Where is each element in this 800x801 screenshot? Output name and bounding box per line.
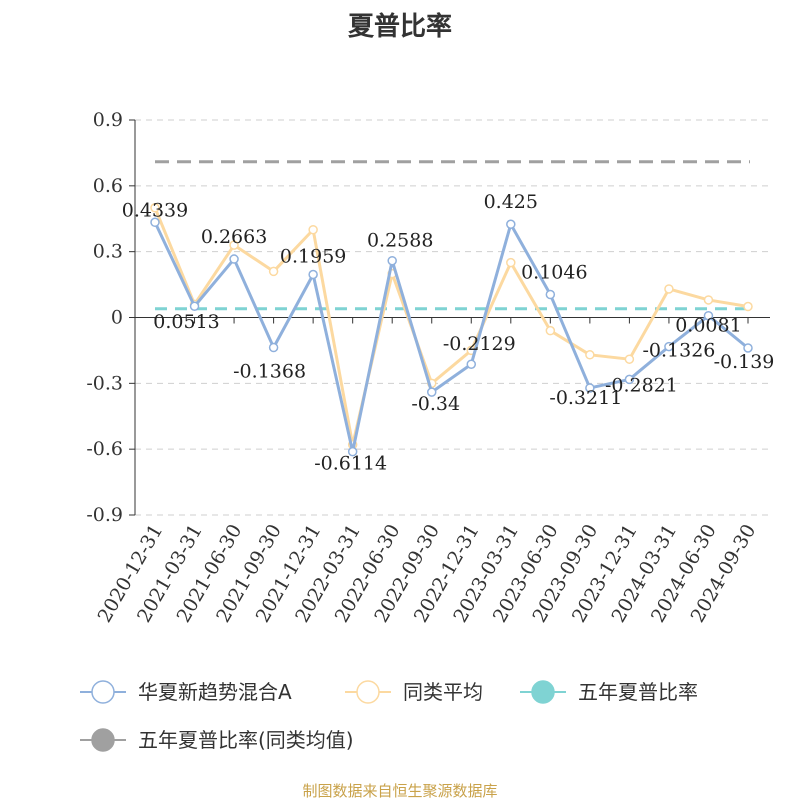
data-label: 0.425	[484, 191, 538, 213]
series-line	[153, 221, 749, 454]
legend-marker-icon	[356, 680, 380, 704]
legend-item[interactable]: 华夏新趋势混合A	[80, 680, 292, 704]
data-point	[229, 254, 239, 264]
data-point	[506, 219, 516, 229]
data-labels: 0.4339 0.0513 0.2663 -0.1368 0.1959 -0.6114 0.…	[122, 191, 775, 474]
data-label: -0.2129	[443, 333, 516, 355]
data-point	[703, 295, 714, 305]
y-tick-label: -0.6	[86, 438, 123, 460]
y-tick-label: -0.3	[86, 372, 123, 394]
data-point	[268, 342, 279, 353]
data-point	[664, 341, 674, 352]
data-point	[545, 325, 556, 336]
reference-lines	[155, 160, 750, 311]
data-point	[743, 343, 753, 353]
data-label: -0.1326	[642, 340, 715, 362]
legend-label: 同类平均	[403, 680, 483, 704]
legend-label: 华夏新趋势混合A	[138, 680, 292, 704]
y-tick-label: 0	[111, 307, 123, 329]
data-label: 0.0513	[153, 311, 219, 333]
data-point	[664, 284, 674, 294]
y-tick-label: -0.9	[86, 504, 123, 526]
data-point	[585, 383, 595, 393]
grid-lines	[135, 119, 770, 516]
data-point	[624, 354, 635, 364]
data-label: -0.1368	[233, 361, 306, 383]
legend-item[interactable]: 五年夏普比率(同类均值)	[80, 728, 354, 752]
y-tick-label: 0.3	[93, 241, 123, 263]
legend-item[interactable]: 五年夏普比率	[520, 680, 698, 704]
data-point	[743, 301, 753, 312]
data-label: 0.2588	[367, 230, 433, 252]
chart-title: 夏普比率	[347, 12, 452, 42]
data-point	[150, 203, 160, 213]
data-point	[387, 255, 397, 266]
data-point	[585, 350, 595, 360]
legend-item[interactable]: 同类平均	[345, 680, 483, 704]
source-note: 制图数据来自恒生聚源数据库	[302, 782, 498, 800]
data-label: -0.139	[714, 351, 775, 373]
legend-marker-icon	[91, 680, 115, 704]
data-point	[624, 374, 635, 385]
y-tick-label: 0.6	[93, 175, 123, 197]
data-label: 0.1959	[280, 246, 346, 268]
data-point	[268, 266, 279, 277]
legend-marker-icon	[91, 728, 115, 752]
series-line	[153, 207, 749, 447]
legend-label: 五年夏普比率(同类均值)	[138, 728, 354, 752]
data-point	[347, 446, 358, 457]
data-point	[545, 289, 556, 300]
data-label: 0.0081	[675, 315, 741, 337]
legend-label: 五年夏普比率	[578, 680, 698, 704]
y-tick-label: 0.9	[93, 109, 123, 131]
data-label: -0.34	[411, 393, 460, 415]
data-point	[506, 257, 516, 268]
data-label: -0.2821	[605, 374, 678, 396]
data-point	[426, 387, 437, 397]
data-point	[189, 301, 200, 311]
data-point	[229, 240, 239, 250]
series-lines	[150, 203, 753, 457]
data-label: 0.4339	[122, 199, 188, 221]
data-point	[150, 217, 160, 228]
data-label: -0.3211	[549, 387, 622, 409]
data-label: 0.1046	[521, 262, 587, 284]
data-point	[308, 269, 318, 280]
data-point	[466, 359, 477, 369]
data-point	[308, 224, 318, 235]
axes: -0.9-0.6-0.300.30.60.92020-12-312021-03-…	[86, 109, 770, 626]
legend-marker-icon	[531, 680, 555, 704]
data-label: 0.2663	[201, 226, 267, 248]
data-label: -0.6114	[314, 453, 387, 475]
data-point	[703, 310, 714, 321]
